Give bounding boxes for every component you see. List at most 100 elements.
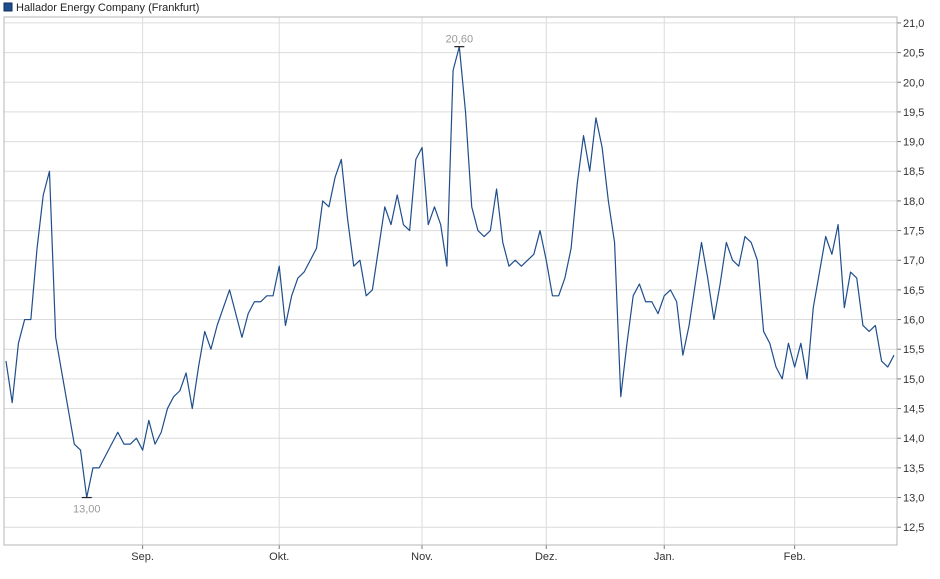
data-point: [223, 307, 224, 308]
data-point: [875, 325, 876, 326]
x-tick-label: Dez.: [535, 551, 558, 563]
data-point: [366, 295, 367, 296]
data-point: [328, 206, 329, 207]
data-point: [272, 295, 273, 296]
data-point: [881, 360, 882, 361]
data-point: [266, 295, 267, 296]
data-point: [751, 242, 752, 243]
x-tick-label: Okt.: [269, 551, 289, 563]
y-tick-label: 15,5: [903, 344, 924, 356]
x-tick-label: Jan.: [654, 551, 675, 563]
y-tick-label: 18,0: [903, 196, 924, 208]
data-point: [123, 444, 124, 445]
y-tick-label: 17,5: [903, 226, 924, 238]
data-point: [471, 206, 472, 207]
data-point: [316, 248, 317, 249]
data-point: [558, 295, 559, 296]
data-point: [800, 343, 801, 344]
data-point: [577, 183, 578, 184]
data-point: [546, 260, 547, 261]
data-point: [235, 313, 236, 314]
data-point: [657, 313, 658, 314]
data-point: [453, 70, 454, 71]
data-point: [626, 343, 627, 344]
y-tick-label: 19,0: [903, 137, 924, 149]
data-point: [130, 444, 131, 445]
data-point: [869, 331, 870, 332]
extreme-value-label: 13,00: [73, 504, 101, 516]
data-point: [782, 378, 783, 379]
data-point: [92, 467, 93, 468]
data-point: [713, 319, 714, 320]
data-point: [769, 343, 770, 344]
data-point: [552, 295, 553, 296]
data-point: [341, 159, 342, 160]
data-point: [428, 224, 429, 225]
data-point: [167, 408, 168, 409]
data-point: [608, 200, 609, 201]
data-point: [353, 266, 354, 267]
data-point: [179, 390, 180, 391]
data-point: [738, 266, 739, 267]
data-point: [378, 248, 379, 249]
data-point: [254, 301, 255, 302]
data-point: [893, 355, 894, 356]
data-point: [248, 313, 249, 314]
series-layer: [5, 46, 895, 499]
y-tick-label: 17,0: [903, 255, 924, 267]
data-point: [30, 319, 31, 320]
data-point: [285, 325, 286, 326]
data-point: [484, 236, 485, 237]
data-point: [664, 295, 665, 296]
data-point: [707, 277, 708, 278]
data-point: [49, 171, 50, 172]
data-point: [61, 372, 62, 373]
data-point: [639, 283, 640, 284]
data-point: [105, 455, 106, 456]
data-point: [533, 254, 534, 255]
data-point: [421, 147, 422, 148]
y-tick-label: 19,5: [903, 107, 924, 119]
data-point: [43, 194, 44, 195]
data-point: [720, 283, 721, 284]
data-point: [36, 248, 37, 249]
data-point: [390, 224, 391, 225]
data-point: [490, 230, 491, 231]
data-point: [527, 260, 528, 261]
data-point: [844, 307, 845, 308]
y-tick-label: 13,0: [903, 493, 924, 505]
data-point: [682, 355, 683, 356]
data-point: [440, 224, 441, 225]
data-point: [794, 366, 795, 367]
data-point: [651, 301, 652, 302]
data-point: [521, 266, 522, 267]
data-point: [695, 283, 696, 284]
x-tick-label: Sep.: [131, 551, 154, 563]
data-point: [862, 325, 863, 326]
data-point: [415, 159, 416, 160]
data-point: [24, 319, 25, 320]
data-point: [465, 111, 466, 112]
y-tick-label: 15,0: [903, 374, 924, 386]
data-point: [117, 432, 118, 433]
y-tick-label: 13,5: [903, 463, 924, 475]
data-point: [645, 301, 646, 302]
data-point: [633, 295, 634, 296]
y-tick-label: 20,0: [903, 77, 924, 89]
data-point: [154, 444, 155, 445]
data-point: [446, 266, 447, 267]
data-point: [67, 408, 68, 409]
data-point: [322, 200, 323, 201]
data-point: [260, 301, 261, 302]
data-point: [347, 218, 348, 219]
data-point: [359, 260, 360, 261]
data-point: [620, 396, 621, 397]
data-point: [55, 337, 56, 338]
data-point: [775, 366, 776, 367]
y-tick-label: 14,5: [903, 404, 924, 416]
data-point: [515, 260, 516, 261]
data-point: [583, 135, 584, 136]
data-point: [403, 224, 404, 225]
data-point: [676, 301, 677, 302]
extreme-value-label: 20,60: [446, 34, 474, 46]
